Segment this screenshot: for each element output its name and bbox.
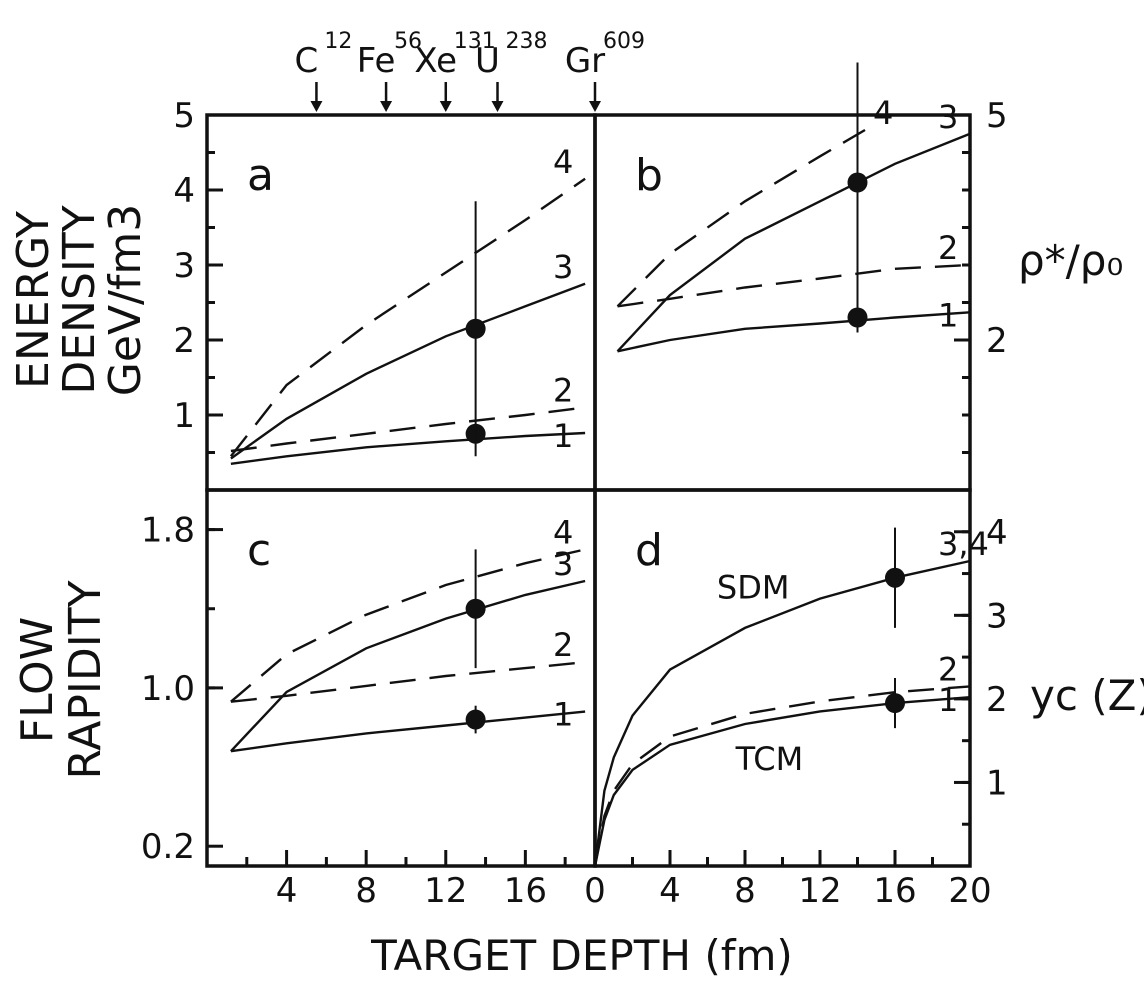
- arrow-head-icon: [380, 101, 393, 112]
- y-tick-label: 5: [173, 96, 195, 136]
- x-tick-label: 16: [504, 871, 547, 911]
- y-tick-label: 1: [173, 396, 195, 436]
- panel-label: c: [247, 525, 271, 576]
- series-label: 3: [938, 98, 958, 136]
- x-tick-label: 12: [798, 871, 841, 911]
- svg-text:DENSITY: DENSITY: [54, 205, 105, 394]
- svg-text:RAPIDITY: RAPIDITY: [60, 580, 111, 779]
- y-tick-label: 0.2: [141, 827, 195, 867]
- series-line-1: [230, 710, 586, 753]
- data-point: [885, 567, 905, 588]
- x-tick-label: 20: [948, 871, 991, 911]
- panel-label: d: [635, 525, 663, 576]
- series-line-2: [617, 263, 971, 308]
- series-label: 1: [938, 681, 958, 719]
- right-tick-label: 2: [986, 321, 1008, 361]
- x-tick-label: 8: [355, 871, 377, 911]
- x-tick-label: 4: [276, 871, 298, 911]
- nucleus-mass: 12: [324, 29, 352, 54]
- series-label: 2: [938, 229, 958, 267]
- data-point: [847, 172, 868, 193]
- series-line-1: [230, 431, 586, 465]
- data-point: [885, 693, 905, 714]
- series-line-4: [230, 548, 586, 703]
- series-label: 4: [553, 143, 573, 181]
- nucleus-mass: 131: [454, 29, 496, 54]
- right-tick-label: 4: [986, 513, 1008, 553]
- series-line-4: [616, 128, 866, 308]
- series-label: 3: [553, 248, 573, 286]
- svg-text:GeV/fm3: GeV/fm3: [100, 204, 151, 396]
- series-line-3: [230, 579, 586, 753]
- y-tick-label: 1.8: [141, 511, 195, 551]
- right-label-top: ρ*/ρ₀: [1018, 236, 1123, 285]
- right-tick-label: 5: [986, 96, 1008, 136]
- y-tick-label: 2: [173, 321, 195, 361]
- nucleus-mass: 609: [603, 29, 645, 54]
- series-label: 2: [553, 626, 573, 664]
- svg-text:ENERGY: ENERGY: [8, 211, 59, 389]
- series-line-2: [593, 685, 971, 867]
- right-tick-label: 1: [986, 763, 1008, 803]
- data-point: [465, 318, 486, 339]
- y-tick-label: 4: [173, 171, 195, 211]
- x-tick-label: 8: [734, 871, 756, 911]
- series-line-2: [230, 661, 586, 703]
- x-axis-title: TARGET DEPTH (fm): [370, 931, 793, 980]
- x-tick-label: 16: [873, 871, 916, 911]
- data-point: [847, 307, 868, 328]
- series-line-1: [593, 696, 971, 867]
- y-axis-title-top: ENERGY DENSITY GeV/fm3: [8, 204, 151, 396]
- series-line-3: [230, 282, 586, 460]
- svg-text:FLOW: FLOW: [12, 617, 63, 743]
- series-label: 1: [553, 696, 573, 734]
- nucleus-label: C: [295, 41, 319, 81]
- arrow-head-icon: [589, 101, 601, 112]
- series-label: 4: [553, 513, 573, 551]
- series-label: 1: [938, 296, 958, 334]
- nucleus-label: Gr: [565, 41, 605, 81]
- series-label: 1: [553, 417, 573, 455]
- nucleus-label: U: [475, 41, 500, 81]
- annotation-tcm: TCM: [735, 740, 804, 778]
- data-point: [465, 598, 486, 619]
- x-tick-label: 0: [584, 871, 606, 911]
- right-tick-label: 3: [986, 596, 1008, 636]
- series-label: 4: [873, 94, 893, 132]
- series-label: 2: [938, 650, 958, 688]
- x-tick-label: 12: [424, 871, 467, 911]
- right-tick-label: 2: [986, 680, 1008, 720]
- data-point: [465, 709, 486, 730]
- arrow-head-icon: [310, 101, 323, 112]
- series-line-3: [616, 132, 971, 353]
- y-tick-label: 1.0: [141, 669, 195, 709]
- arrow-head-icon: [439, 101, 452, 112]
- series-line-2: [230, 406, 586, 453]
- panel-label: b: [635, 150, 663, 201]
- series-line-1: [617, 311, 971, 353]
- x-tick-label: 4: [659, 871, 681, 911]
- arrow-head-icon: [491, 101, 504, 112]
- panel-label: a: [247, 150, 274, 201]
- right-label-bottom: yc (Z): [1030, 671, 1144, 720]
- nucleus-label: Xe: [414, 41, 457, 81]
- y-tick-label: 3: [173, 246, 195, 286]
- y-axis-title-bottom: FLOW RAPIDITY: [12, 580, 111, 779]
- series-label: 2: [553, 372, 573, 410]
- series-label: 3,4: [938, 525, 989, 563]
- nucleus-mass: 56: [394, 29, 422, 54]
- annotation-sdm: SDM: [717, 569, 790, 607]
- nucleus-label: Fe: [357, 41, 396, 81]
- nucleus-mass: 238: [506, 29, 548, 54]
- series-line-3-4: [593, 559, 971, 867]
